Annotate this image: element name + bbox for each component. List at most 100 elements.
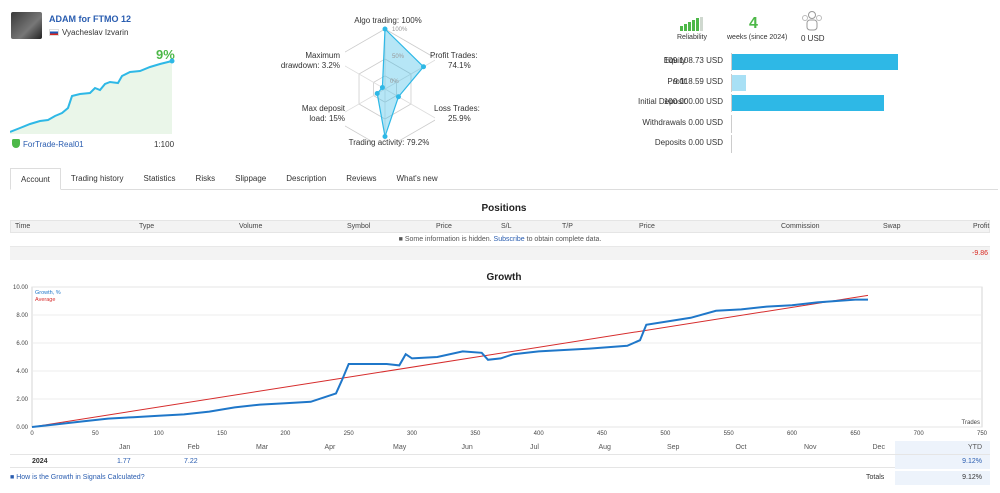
shield-icon: [12, 139, 20, 148]
month-label: Sep: [667, 444, 680, 451]
radar-label-drawdown-val: drawdown: 3.2%: [280, 61, 340, 70]
radar-values-polygon: [376, 27, 425, 139]
radar-spoke: [384, 88, 435, 119]
stat-value: 0.00 USD: [688, 138, 723, 147]
stat-value: 109 108.73 USD: [663, 56, 723, 65]
x-tick-label: 750: [977, 431, 988, 437]
stat-bar: [732, 95, 885, 111]
author-label: Vyacheslav Izvarin: [62, 28, 129, 37]
column-header[interactable]: Time: [15, 223, 31, 230]
radar-label-profit: Profit Trades: 74.1%: [430, 51, 490, 71]
year-label: 2024: [32, 458, 48, 465]
reliability-icon: [680, 17, 703, 31]
radar-label-loss-val: 25.9%: [448, 114, 471, 123]
column-header[interactable]: S/L: [501, 223, 512, 230]
tab-what-s-new[interactable]: What's new: [396, 174, 438, 183]
y-tick-label: 2.00: [16, 397, 28, 403]
tab-statistics[interactable]: Statistics: [143, 174, 176, 183]
positions-title: Positions: [481, 203, 527, 214]
mini-chart-endpoint: [169, 58, 175, 64]
radar-spoke: [384, 59, 435, 90]
info-icon: ■: [398, 236, 405, 243]
tab-trading-history[interactable]: Trading history: [70, 174, 124, 183]
radar-label-profit-title: Profit Trades:: [430, 51, 478, 60]
growth-help[interactable]: ■ How is the Growth in Signals Calculate…: [10, 474, 145, 481]
column-header[interactable]: Volume: [239, 223, 263, 230]
stat-bar-axis: [731, 73, 732, 92]
hidden-info-row: ■ Some information is hidden. Subscribe …: [10, 233, 990, 247]
column-header[interactable]: T/P: [562, 223, 573, 230]
column-header[interactable]: Profit: [973, 223, 990, 230]
x-tick-label: 550: [724, 431, 735, 437]
radar-label-loss-title: Loss Trades:: [434, 104, 480, 113]
avatar[interactable]: [11, 12, 42, 39]
reliability-label: Reliability: [677, 34, 707, 41]
month-label: Jul: [530, 444, 539, 451]
subscribe-link[interactable]: Subscribe: [493, 236, 525, 243]
tab-account[interactable]: Account: [10, 168, 61, 190]
column-header[interactable]: Swap: [883, 223, 901, 230]
hidden-info-suffix: to obtain complete data.: [526, 236, 602, 243]
column-header[interactable]: Symbol: [347, 223, 371, 230]
y-tick-label: 8.00: [16, 313, 28, 319]
tab-description[interactable]: Description: [286, 174, 327, 183]
radar-tick-0: 0%: [390, 79, 399, 85]
signal-title[interactable]: ADAM for FTMO 12: [49, 14, 131, 24]
radar-point-deposit-load: [374, 91, 380, 96]
tab-slippage[interactable]: Slippage: [235, 174, 267, 183]
author-name[interactable]: Vyacheslav Izvarin: [49, 28, 128, 37]
month-label: Apr: [324, 444, 336, 451]
x-tick-label: 150: [217, 431, 228, 437]
month-label: Feb: [187, 444, 200, 451]
broker-link[interactable]: ForTrade-Real01: [12, 139, 84, 149]
hidden-info-text: Some information is hidden.: [404, 236, 492, 243]
x-tick-label: 250: [344, 431, 355, 437]
totals-label: Totals: [866, 474, 885, 481]
jan-growth: 1.77: [117, 458, 131, 465]
stat-bar: [732, 54, 898, 70]
y-tick-label: 0.00: [16, 425, 28, 431]
x-tick-label: 500: [660, 431, 671, 437]
growth-title: Growth: [486, 272, 522, 283]
column-header[interactable]: Type: [139, 223, 155, 230]
stat-bar-axis: [731, 94, 732, 112]
legend-growth: Growth, %: [35, 290, 61, 296]
month-label: Aug: [598, 444, 611, 451]
month-label: Nov: [804, 444, 817, 451]
radar-label-deposit: Max deposit load: 15%: [285, 104, 345, 124]
radar-label-algo: Algo trading: 100%: [354, 16, 422, 25]
radar-label-loss: Loss Trades: 25.9%: [434, 104, 494, 124]
positions-total-profit: -9.86: [10, 247, 990, 260]
broker-label: ForTrade-Real01: [23, 140, 84, 149]
stat-bar-axis: [731, 53, 732, 71]
positions-header: Time Type Volume Symbol Price S/L T/P Price Comm…: [10, 220, 990, 233]
column-header[interactable]: Price: [436, 223, 452, 230]
column-header[interactable]: Commission: [781, 223, 820, 230]
month-label: Dec: [872, 444, 885, 451]
growth-help-link[interactable]: How is the Growth in Signals Calculated?: [16, 474, 145, 481]
subscribers-value: 0 USD: [801, 34, 825, 43]
tab-reviews[interactable]: Reviews: [346, 174, 377, 183]
stat-value: 100 000.00 USD: [663, 97, 723, 106]
stat-label: Equity: [663, 56, 686, 65]
x-tick-label: 100: [154, 431, 165, 437]
radar-point-loss-trades: [395, 94, 401, 100]
radar-label-drawdown-title: Maximum: [305, 51, 340, 60]
month-label: May: [393, 444, 407, 451]
stat-label: Withdrawals: [642, 117, 686, 127]
x-tick-label: 200: [280, 431, 291, 437]
flag-icon: [49, 29, 59, 36]
tab-risks[interactable]: Risks: [195, 174, 216, 183]
radar-point-activity: [382, 134, 388, 140]
x-tick-label: 450: [597, 431, 608, 437]
x-tick-label: 600: [787, 431, 798, 437]
month-label: Oct: [735, 444, 747, 451]
radar-point-profit-trades: [421, 64, 427, 70]
radar-label-profit-val: 74.1%: [448, 61, 471, 70]
radar-points: [374, 26, 427, 140]
radar-chart: 100% 50% 0%: [345, 26, 435, 142]
stat-bar-axis: [731, 135, 732, 153]
column-header[interactable]: Price: [639, 223, 655, 230]
stat-value: 9 118.59 USD: [673, 76, 723, 86]
stat-label: Initial Deposit: [637, 97, 686, 106]
